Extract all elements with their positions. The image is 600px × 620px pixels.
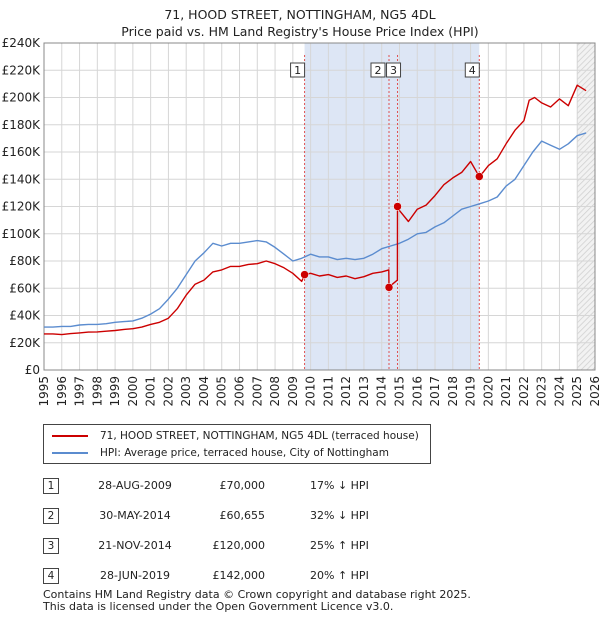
sale-price: £70,000 (219, 479, 266, 492)
y-tick-label: £60K (9, 281, 41, 295)
x-tick-label: 2014 (375, 376, 389, 407)
x-tick-label: 2002 (161, 376, 175, 407)
sale-row: 4 28-JUN-2019 £142,000 20% ↑ HPI (0, 567, 600, 587)
chart-legend: 71, HOOD STREET, NOTTINGHAM, NG5 4DL (te… (43, 424, 431, 464)
attribution-footer: Contains HM Land Registry data © Crown c… (43, 589, 471, 613)
sale-marker-label: 4 (469, 64, 476, 77)
legend-item-hpi: HPI: Average price, terraced house, City… (52, 445, 389, 461)
x-tick-label: 2010 (304, 376, 318, 407)
price-chart: £0 £20K £40K £60K £80K £100K £120K £140K £160K £1… (2, 36, 600, 407)
x-tick-label: 1999 (108, 376, 122, 407)
sale-point (300, 270, 309, 279)
sale-price: £120,000 (212, 539, 266, 552)
attribution-line-1: Contains HM Land Registry data © Crown c… (43, 588, 471, 601)
x-tick-label: 1998 (90, 376, 104, 407)
sale-point (384, 283, 394, 292)
y-tick-label: £100K (2, 227, 42, 241)
sale-date: 21-NOV-2014 (98, 539, 172, 552)
x-tick-label: 2020 (481, 376, 495, 407)
y-tick-label: £240K (2, 36, 42, 50)
sale-number-badge: 3 (43, 538, 59, 554)
sale-row: 1 28-AUG-2009 £70,000 17% ↓ HPI (0, 477, 600, 497)
x-tick-label: 1995 (37, 376, 51, 407)
y-tick-label: £160K (2, 145, 42, 159)
subtitle-line: Price paid vs. HM Land Registry's House … (121, 24, 479, 39)
x-tick-label: 2009 (286, 376, 300, 407)
plot-frame (43, 42, 596, 371)
y-tick-label: £200K (2, 91, 42, 105)
title-line: 71, HOOD STREET, NOTTINGHAM, NG5 4DL (164, 7, 436, 22)
sale-date: 28-JUN-2019 (99, 569, 171, 582)
x-tick-label: 1996 (55, 376, 69, 407)
sale-hpi-delta: 20% ↑ HPI (310, 569, 369, 582)
sale-row: 2 30-MAY-2014 £60,655 32% ↓ HPI (0, 507, 600, 527)
legend-label-hpi: HPI: Average price, terraced house, City… (100, 447, 389, 459)
y-tick-label: £0 (25, 363, 40, 377)
attribution-line-2: This data is licensed under the Open Gov… (43, 600, 394, 613)
x-tick-label: 2011 (321, 376, 335, 407)
sale-number-badge: 4 (43, 568, 59, 584)
sale-marker-box (370, 62, 386, 78)
x-tick-label: 2017 (428, 376, 442, 407)
sale-date: 28-AUG-2009 (98, 479, 172, 492)
series-line-hpi (44, 132, 587, 328)
sale-number-badge: 2 (43, 508, 59, 524)
x-tick-label: 2008 (268, 376, 282, 407)
x-tick-label: 2023 (535, 376, 549, 407)
sale-marker-label: 2 (374, 64, 381, 77)
sale-point (393, 202, 402, 211)
sale-hpi-delta: 25% ↑ HPI (310, 539, 369, 552)
x-tick-label: 2021 (499, 376, 513, 407)
y-tick-label: £40K (9, 309, 41, 323)
legend-swatch-property (52, 435, 88, 437)
x-tick-label: 2012 (339, 376, 353, 407)
y-tick-label: £140K (2, 172, 42, 186)
x-tick-label: 2004 (197, 376, 211, 407)
chart-title: 71, HOOD STREET, NOTTINGHAM, NG5 4DL Pri… (0, 6, 600, 40)
y-tick-label: £80K (9, 254, 41, 268)
x-tick-label: 2001 (144, 376, 158, 407)
x-tick-label: 2022 (517, 376, 531, 407)
sale-price: £142,000 (212, 569, 266, 582)
sale-marker-box (290, 62, 306, 78)
sale-number-badge: 1 (43, 478, 59, 494)
sale-date: 30-MAY-2014 (99, 509, 171, 522)
sale-hpi-delta: 32% ↓ HPI (310, 509, 369, 522)
sale-hpi-delta: 17% ↓ HPI (310, 479, 369, 492)
sale-marker-box (464, 62, 480, 78)
legend-swatch-hpi (52, 452, 88, 454)
y-tick-label: £180K (2, 118, 42, 132)
sale-row: 3 21-NOV-2014 £120,000 25% ↑ HPI (0, 537, 600, 557)
x-tick-label: 2026 (588, 376, 600, 407)
x-tick-label: 2018 (446, 376, 460, 407)
x-tick-label: 2015 (392, 376, 406, 407)
sale-price: £60,655 (219, 509, 266, 522)
x-tick-label: 1997 (73, 376, 87, 407)
legend-item-property: 71, HOOD STREET, NOTTINGHAM, NG5 4DL (te… (52, 428, 419, 444)
x-tick-label: 2025 (570, 376, 584, 407)
y-tick-label: £120K (2, 200, 42, 214)
series-line-property (44, 84, 587, 336)
x-tick-label: 2000 (126, 376, 140, 407)
x-tick-label: 2006 (233, 376, 247, 407)
y-tick-label: £220K (2, 63, 42, 77)
x-tick-label: 2007 (250, 376, 264, 407)
sale-point (475, 172, 484, 181)
y-tick-label: £20K (9, 336, 41, 350)
x-tick-label: 2024 (552, 376, 566, 407)
x-tick-label: 2003 (179, 376, 193, 407)
sale-marker-box (386, 62, 402, 78)
x-tick-label: 2005 (215, 376, 229, 407)
sale-marker-label: 3 (390, 64, 397, 77)
legend-label-property: 71, HOOD STREET, NOTTINGHAM, NG5 4DL (te… (100, 430, 419, 442)
sale-marker-label: 1 (294, 64, 301, 77)
x-tick-label: 2016 (410, 376, 424, 407)
x-tick-label: 2013 (357, 376, 371, 407)
x-tick-label: 2019 (464, 376, 478, 407)
